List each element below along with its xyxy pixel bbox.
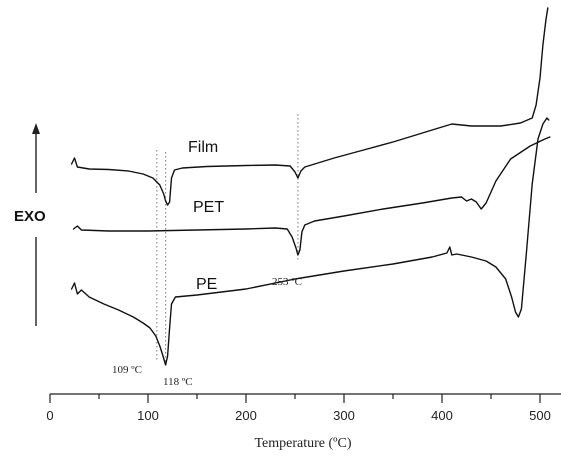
series-line-pet <box>72 136 551 256</box>
x-axis-title: Temperature (ºC) <box>254 436 351 451</box>
exo-arrow-head <box>32 123 40 134</box>
series-line-pe <box>70 117 550 366</box>
x-tick-label-0: 0 <box>46 408 53 423</box>
series-label-pet: PET <box>193 199 224 216</box>
x-tick-label-200: 200 <box>235 408 257 423</box>
series-label-film: Film <box>188 139 218 156</box>
series-labels: Film PET PE <box>188 139 224 293</box>
guide-lines <box>156 114 299 362</box>
y-axis-label: EXO <box>14 208 46 225</box>
annotation-253: 253 ºC <box>272 276 302 288</box>
exo-indicator: EXO <box>14 123 46 326</box>
series-line-film <box>70 7 549 206</box>
x-tick-label-100: 100 <box>137 408 159 423</box>
x-tick-label-400: 400 <box>431 408 453 423</box>
x-tick-label-500: 500 <box>529 408 551 423</box>
annotation-118: 118 ºC <box>163 376 193 388</box>
series-label-pe: PE <box>196 276 217 293</box>
x-tick-label-300: 300 <box>333 408 355 423</box>
x-axis: 0 100 200 300 400 500 <box>46 393 561 423</box>
annotation-109: 109 ºC <box>112 364 142 376</box>
curves <box>70 7 551 366</box>
annotations: 253 ºC 109 ºC 118 ºC <box>112 276 302 388</box>
